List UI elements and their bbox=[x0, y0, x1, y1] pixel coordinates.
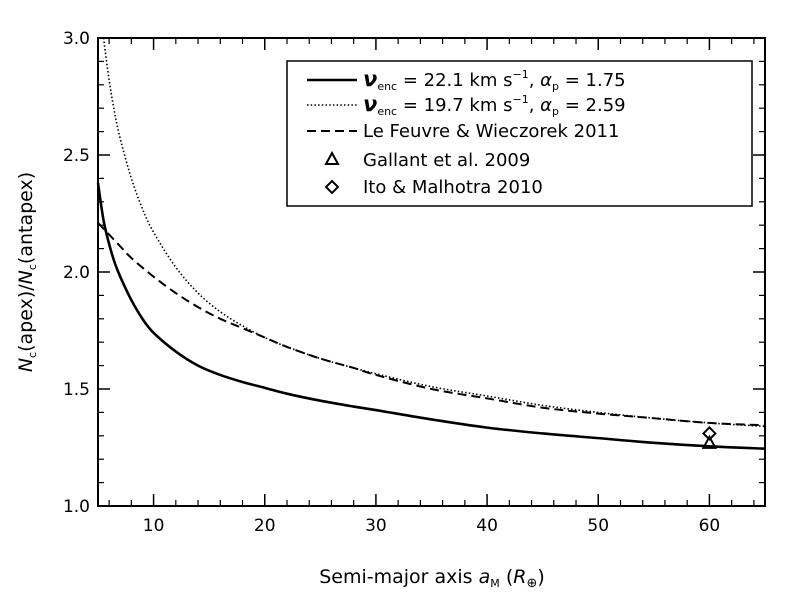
y-tick-label: 2.0 bbox=[63, 263, 90, 283]
tick-labels: 10 20 30 40 50 60 1.0 1.5 2.0 2.5 3.0 bbox=[63, 29, 720, 536]
legend-entry-ito: Ito & Malhotra 2010 bbox=[363, 177, 543, 198]
x-tick-label: 30 bbox=[365, 516, 387, 536]
x-axis-label-main: Semi-major axis bbox=[319, 566, 478, 588]
x-tick-label: 60 bbox=[699, 516, 721, 536]
x-axis-label-open: ( bbox=[500, 566, 513, 588]
legend-solid-var: ν bbox=[363, 67, 377, 91]
legend-solid-pre: = 22.1 km s bbox=[397, 70, 512, 91]
legend-entry-dashed: Le Feuvre & Wieczorek 2011 bbox=[363, 121, 619, 142]
legend-dotted-var: ν bbox=[363, 92, 377, 116]
series-line-solid bbox=[96, 182, 766, 450]
legend-entry-gallant: Gallant et al. 2009 bbox=[363, 150, 530, 171]
y-tick-label: 1.5 bbox=[63, 380, 90, 400]
x-axis-label-close: ) bbox=[537, 566, 544, 588]
y-axis-label-mid: (apex)/ bbox=[15, 284, 37, 352]
x-tick-label: 40 bbox=[476, 516, 498, 536]
y-axis-label-sub1: c bbox=[26, 352, 39, 358]
legend-solid-mid: , bbox=[529, 70, 540, 91]
legend-dotted-pre: = 19.7 km s bbox=[397, 95, 512, 116]
legend-triangle-marker bbox=[324, 150, 340, 165]
y-axis-label-end: (antapex) bbox=[15, 172, 37, 264]
y-axis-label-sub2: c bbox=[26, 264, 39, 270]
x-axis-label-unit-sub: ⊕ bbox=[526, 576, 537, 591]
legend-solid-alpha-sub: p bbox=[552, 80, 559, 93]
y-axis-label-var1: N bbox=[15, 358, 37, 372]
plot-points bbox=[701, 426, 718, 449]
x-axis-label: Semi-major axis aM (R⊕) bbox=[319, 566, 545, 591]
legend-dotted-post: = 2.59 bbox=[559, 95, 626, 116]
legend-dotted-mid: , bbox=[529, 95, 540, 116]
plot-frame bbox=[97, 37, 766, 507]
y-tick-label: 1.0 bbox=[63, 497, 90, 517]
y-axis-label-var2: N bbox=[15, 270, 37, 284]
plot-series bbox=[96, 37, 766, 450]
legend-entry-dotted: νenc = 19.7 km s−1, αp = 2.59 bbox=[363, 92, 626, 118]
point-diamond bbox=[702, 426, 717, 441]
x-tick-label: 50 bbox=[587, 516, 609, 536]
legend-solid-post: = 1.75 bbox=[559, 70, 626, 91]
legend-entry-solid: νenc = 22.1 km s−1, αp = 1.75 bbox=[363, 67, 626, 93]
legend-dotted-alpha: α bbox=[540, 95, 552, 116]
legend-box bbox=[286, 60, 753, 207]
x-tick-label: 20 bbox=[254, 516, 276, 536]
y-axis-label: Nc(apex)/Nc(antapex) bbox=[15, 172, 39, 372]
y-tick-label: 3.0 bbox=[63, 29, 90, 49]
x-axis-label-unit: R bbox=[513, 566, 526, 588]
series-line-dashed bbox=[97, 222, 766, 427]
legend-diamond-marker bbox=[324, 179, 340, 195]
legend-solid-alpha: α bbox=[540, 70, 552, 91]
legend-solid-sub: enc bbox=[377, 80, 397, 93]
legend-dotted-sub: enc bbox=[377, 105, 397, 118]
x-axis-label-sub: M bbox=[490, 577, 500, 590]
legend: νenc = 22.1 km s−1, αp = 1.75 νenc = 19.… bbox=[286, 60, 753, 207]
x-tick-label: 10 bbox=[143, 516, 165, 536]
y-tick-label: 2.5 bbox=[63, 146, 90, 166]
legend-dotted-sup: −1 bbox=[513, 93, 529, 106]
legend-solid-sup: −1 bbox=[513, 68, 529, 81]
x-axis-label-var: a bbox=[479, 566, 491, 588]
legend-dotted-alpha-sub: p bbox=[552, 105, 559, 118]
point-triangle bbox=[701, 434, 718, 449]
